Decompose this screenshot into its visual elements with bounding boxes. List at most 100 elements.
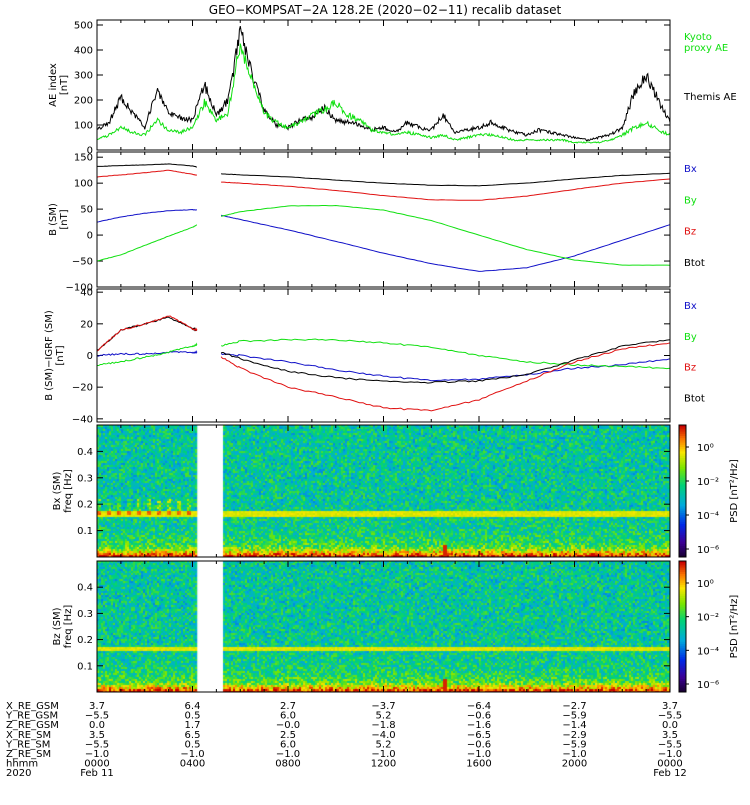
panel-specz-colorbar-cell bbox=[679, 672, 686, 676]
panel-specz-colorbar-cell bbox=[679, 641, 686, 645]
panel-specz-colorbar-cell bbox=[679, 637, 686, 641]
panel-bres-legend-by: By bbox=[684, 332, 697, 343]
panel-specx-colorbar-cell bbox=[679, 495, 686, 499]
orbit-cell: 2.7 bbox=[280, 701, 296, 712]
panel-specz-colorbar-cell bbox=[679, 561, 686, 564]
panel-specz-colorbar-cell bbox=[679, 600, 686, 603]
panel-specx-colorbar-cell bbox=[679, 543, 686, 547]
panel-b-series-by bbox=[96, 224, 198, 262]
panel-specz-ylabel: Bz (SM) bbox=[52, 607, 63, 645]
panel-specx-colorbar-cell bbox=[679, 486, 686, 490]
panel-specz-colorbar-cell bbox=[679, 674, 686, 678]
orbit-cell: −1.8 bbox=[371, 720, 395, 731]
panel-specx-colorbar-cell bbox=[679, 524, 686, 527]
panel-specx-colorbar-cell bbox=[679, 462, 686, 466]
panel-bres-ylabel: [nT] bbox=[55, 345, 66, 365]
panel-specx-colorbar-cell bbox=[679, 508, 686, 512]
panel-specz-colorbar-cell bbox=[679, 569, 686, 573]
panel-specz-colorbar-cell bbox=[679, 626, 686, 630]
orbit-cell: 6.0 bbox=[280, 711, 296, 722]
orbit-cell: −3.7 bbox=[371, 701, 395, 712]
orbit-row-label: X_RE_GSM bbox=[6, 701, 59, 712]
orbit-cell: 3.5 bbox=[662, 730, 678, 741]
panel-specx-colorbar-cell bbox=[679, 521, 686, 525]
panel-specx-colorbar-cell bbox=[679, 475, 686, 479]
orbit-cell: −5.5 bbox=[85, 739, 109, 750]
panel-b-ytick-label: 50 bbox=[80, 205, 93, 216]
orbit-cell: −1.0 bbox=[180, 749, 204, 760]
panel-specz-colorbar-cell bbox=[679, 657, 686, 660]
panel-bres-legend-bx: Bx bbox=[684, 301, 697, 312]
orbit-cell: −5.5 bbox=[658, 739, 682, 750]
panel-specx-spectrogram-canvas bbox=[97, 425, 670, 557]
panel-specz-colorbar-cell bbox=[679, 646, 686, 649]
panel-specx-colorbar-cell bbox=[679, 438, 686, 441]
panel-specx-colorbar-cell bbox=[679, 455, 686, 459]
panel-specx-colorbar-tick-label: 10⁻⁶ bbox=[697, 545, 719, 556]
panel-bres-ytick-label: 40 bbox=[80, 288, 93, 299]
panel-b-series-btot bbox=[220, 172, 671, 187]
panel-specz-colorbar-label: PSD [nT²/Hz] bbox=[729, 595, 740, 659]
panel-specx-colorbar-cell bbox=[679, 552, 686, 556]
panel-specx-ytick-label: 0.1 bbox=[77, 526, 93, 537]
panel-specz-colorbar-tick-label: 10⁻⁶ bbox=[697, 680, 719, 691]
panel-specz-colorbar-cell bbox=[679, 648, 686, 652]
panel-specz-colorbar-cell bbox=[679, 619, 686, 623]
panel-specx-colorbar-cell bbox=[679, 431, 686, 435]
panel-specz-colorbar-cell bbox=[679, 665, 686, 669]
panel-specx-colorbar-cell bbox=[679, 502, 686, 505]
orbit-row-label: Z_RE_GSM bbox=[6, 720, 59, 731]
panel-specz-colorbar-cell bbox=[679, 687, 686, 691]
panel-specx-colorbar-border bbox=[678, 424, 687, 558]
panel-b-ytick-label: 0 bbox=[87, 231, 93, 242]
orbit-cell: 0.5 bbox=[185, 739, 201, 750]
panel-specx-ylabel: Bx (SM) bbox=[52, 472, 63, 511]
panel-specz-colorbar-cell bbox=[679, 589, 686, 593]
panel-specz-colorbar-border bbox=[678, 560, 687, 693]
orbit-cell: 0.0 bbox=[662, 720, 678, 731]
panel-specx-colorbar-cell bbox=[679, 464, 686, 468]
orbit-cell: 0000 bbox=[84, 759, 109, 770]
panel-specz-ytick-label: 0.1 bbox=[77, 661, 93, 672]
panel-specx-colorbar-cell bbox=[679, 444, 686, 448]
panel-ae-ytick-label: 500 bbox=[74, 21, 93, 32]
panel-b-ytick-label: −100 bbox=[66, 283, 93, 294]
panel-specx-colorbar-tick-label: 10⁰ bbox=[697, 443, 714, 454]
panel-specz-colorbar-cell bbox=[679, 681, 686, 684]
panel-specz-colorbar-cell bbox=[679, 587, 686, 590]
panel-specx-colorbar-cell bbox=[679, 504, 686, 507]
orbit-cell: −1.0 bbox=[467, 749, 491, 760]
panel-specx-colorbar-cell bbox=[679, 548, 686, 551]
panel-specx-colorbar-cell bbox=[679, 532, 686, 536]
orbit-cell: −5.5 bbox=[658, 711, 682, 722]
panel-specx-colorbar-label: PSD [nT²/Hz] bbox=[729, 459, 740, 523]
orbit-cell: 0.5 bbox=[185, 711, 201, 722]
panel-bres-ytick-label: −40 bbox=[72, 414, 93, 425]
orbit-cell: 2000 bbox=[562, 759, 587, 770]
panel-b-legend-by: By bbox=[684, 195, 697, 206]
panel-specz-colorbar-cell bbox=[679, 661, 686, 665]
panel-specz-spectrogram bbox=[97, 561, 670, 692]
panel-specz-colorbar-cell bbox=[679, 659, 686, 662]
panel-specx-spectrogram bbox=[97, 425, 670, 557]
panel-specz-colorbar-cell bbox=[679, 585, 686, 588]
panel-b-series-by bbox=[220, 204, 671, 266]
panel-specx-ylabel: freq [Hz] bbox=[63, 469, 74, 513]
orbit-cell: 3.5 bbox=[89, 730, 105, 741]
panel-specx-colorbar-cell bbox=[679, 425, 686, 428]
panel-specz-colorbar-cell bbox=[679, 593, 686, 597]
orbit-cell: −1.6 bbox=[467, 720, 491, 731]
panel-specx-colorbar-cell bbox=[679, 477, 686, 481]
orbit-row-label: hhmm bbox=[6, 759, 38, 770]
orbit-row-label: Z_RE_SM bbox=[6, 749, 51, 760]
panel-specx-colorbar-cell bbox=[679, 539, 686, 543]
panel-ae-legend-kyoto-proxy-ae: proxy AE bbox=[684, 43, 728, 54]
panel-specx-colorbar-cell bbox=[679, 530, 686, 534]
panel-specz-colorbar-tick-label: 10⁻⁴ bbox=[697, 646, 719, 657]
orbit-cell: −5.9 bbox=[562, 739, 586, 750]
panel-bres-ylabel: B (SM)−IGRF (SM) bbox=[44, 310, 55, 401]
panel-specz-colorbar-cell bbox=[679, 574, 686, 577]
panel-specx-colorbar-cell bbox=[679, 541, 686, 545]
panel-specx-colorbar-cell bbox=[679, 482, 686, 485]
panel-b-ytick-label: 150 bbox=[74, 153, 93, 164]
